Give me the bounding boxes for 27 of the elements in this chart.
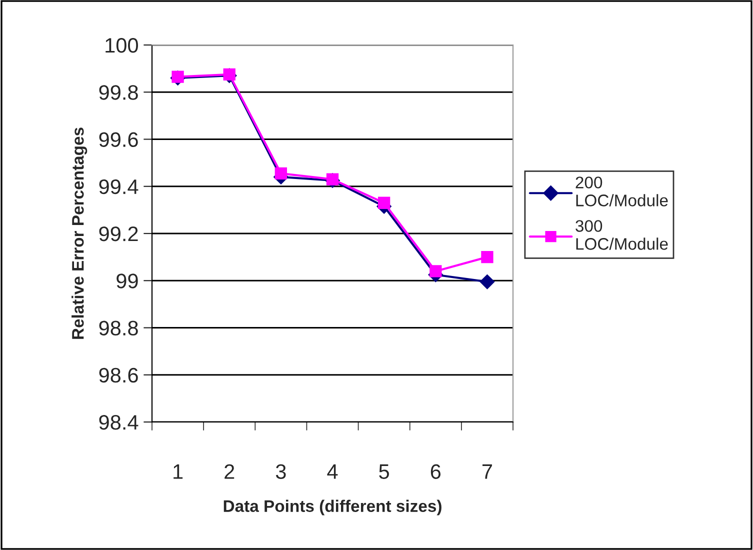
y-tick-label: 99.4: [99, 179, 138, 194]
legend-label: 300 LOC/Module: [576, 220, 668, 250]
y-tick-label: 99.2: [99, 226, 138, 242]
point: [378, 196, 390, 209]
y-tick-label: 99.8: [99, 85, 138, 100]
y-tick-label: 98.6: [99, 368, 138, 383]
point: [223, 68, 236, 81]
x-tick-label: 7: [482, 464, 492, 479]
y-tick-label: 99: [116, 274, 138, 288]
x-tick-label: 4: [327, 464, 338, 479]
point: [274, 167, 288, 180]
x-tick-label: 3: [276, 464, 286, 479]
point: [326, 173, 339, 186]
x-tick-label: 1: [174, 464, 183, 479]
point: [430, 265, 442, 278]
y-axis-title: Relative Error Percentages: [72, 128, 88, 339]
y-tick-label: 98.4: [99, 415, 138, 430]
point: [481, 250, 494, 264]
x-axis-title: Data Points (different sizes): [224, 500, 442, 516]
y-tick-label: 100: [106, 38, 138, 53]
y-tick-label: 98.8: [99, 320, 138, 336]
y-tick-label: 99.6: [99, 132, 138, 148]
x-tick-label: 6: [430, 464, 441, 479]
x-tick-label: 5: [379, 464, 389, 479]
legend-label: 200 LOC/Module: [576, 176, 668, 206]
x-tick-label: 2: [224, 464, 234, 479]
point: [480, 274, 495, 290]
